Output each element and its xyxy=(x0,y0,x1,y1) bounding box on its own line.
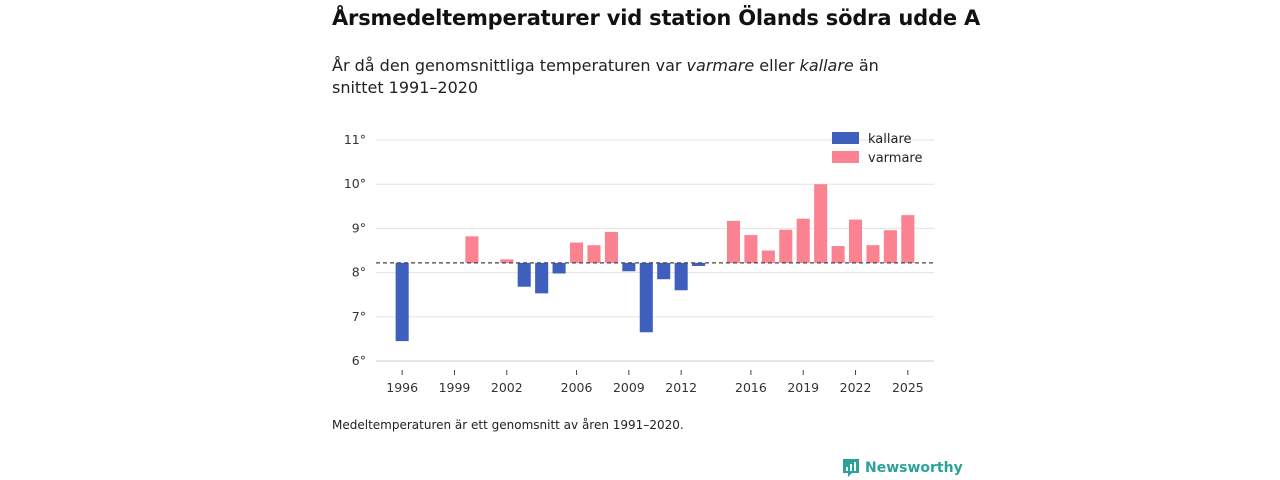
legend-swatch-kallare xyxy=(832,132,859,144)
bar-2016 xyxy=(744,235,758,263)
x-tick-label: 1996 xyxy=(386,380,418,395)
bar-2023 xyxy=(866,245,880,263)
legend-label-varmare: varmare xyxy=(868,151,922,166)
chart-subtitle: År då den genomsnittliga temperaturen va… xyxy=(332,55,932,99)
bar-1996 xyxy=(395,262,409,342)
bar-2000 xyxy=(465,236,479,263)
y-axis-labels: 6° 7° 8° 9° 10° 11° xyxy=(344,132,366,368)
bar-2012 xyxy=(674,262,688,291)
y-tick-label: 11° xyxy=(344,132,366,147)
x-axis: 1996 1999 2002 2006 2009 2012 2016 2019 2022 2025 xyxy=(386,370,924,395)
legend-swatch-varmare xyxy=(832,151,859,163)
x-tick-label: 1999 xyxy=(439,380,471,395)
subtitle-text-end: än snittet 1991–2020 xyxy=(332,56,879,97)
x-tick-label: 2006 xyxy=(561,380,593,395)
subtitle-text-middle: eller xyxy=(754,56,800,75)
bar-2018 xyxy=(779,229,793,263)
x-tick-label: 2016 xyxy=(735,380,767,395)
subtitle-emphasis-warmer: varmare xyxy=(686,56,755,75)
legend: kallare varmare xyxy=(832,132,922,166)
subtitle-emphasis-colder: kallare xyxy=(799,56,854,75)
bar-2017 xyxy=(761,250,775,263)
footnote: Medeltemperaturen är ett genomsnitt av å… xyxy=(332,418,684,432)
x-tick-label: 2019 xyxy=(787,380,819,395)
bar-2011 xyxy=(657,262,671,280)
bar-2015 xyxy=(726,220,741,263)
x-tick-label: 2012 xyxy=(665,380,697,395)
y-tick-label: 7° xyxy=(352,309,366,324)
bar-2019 xyxy=(796,218,810,263)
bar-2024 xyxy=(883,230,897,263)
subtitle-text-start: År då den genomsnittliga temperaturen va… xyxy=(332,56,687,75)
x-tick-label: 2002 xyxy=(491,380,523,395)
bar-2022 xyxy=(848,219,863,263)
bar-2013 xyxy=(692,262,706,266)
bar-2009 xyxy=(622,262,636,272)
bar-2025 xyxy=(901,215,915,263)
gridlines xyxy=(376,139,934,362)
newsworthy-chart-icon xyxy=(843,459,859,477)
bar-2004 xyxy=(535,262,549,294)
chart-title: Årsmedeltemperaturer vid station Ölands … xyxy=(332,6,981,30)
y-tick-label: 9° xyxy=(352,220,366,235)
legend-label-kallare: kallare xyxy=(868,132,912,147)
x-tick-label: 2022 xyxy=(840,380,872,395)
bar-2006 xyxy=(569,242,584,263)
bar-2021 xyxy=(831,246,845,263)
x-tick-label: 2025 xyxy=(892,380,924,395)
y-tick-label: 8° xyxy=(352,265,366,280)
bar-2010 xyxy=(639,262,653,333)
bar-2020 xyxy=(814,184,828,263)
bars xyxy=(395,184,915,342)
bar-2008 xyxy=(604,231,618,263)
bar-2007 xyxy=(587,245,601,263)
newsworthy-brand-name: Newsworthy xyxy=(865,460,963,476)
y-tick-label: 6° xyxy=(352,353,366,368)
bar-2003 xyxy=(517,262,531,287)
bar-2002 xyxy=(500,259,514,263)
y-tick-label: 10° xyxy=(344,176,366,191)
bar-2005 xyxy=(552,262,566,274)
newsworthy-logo[interactable]: Newsworthy xyxy=(842,458,963,478)
x-tick-label: 2009 xyxy=(613,380,645,395)
